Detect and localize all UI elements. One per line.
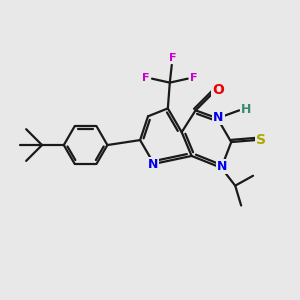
Text: N: N [148, 158, 158, 171]
Text: O: O [212, 82, 224, 97]
Text: S: S [256, 133, 266, 147]
Text: N: N [213, 111, 224, 124]
Text: N: N [217, 160, 227, 173]
Text: H: H [241, 103, 251, 116]
Text: F: F [190, 73, 197, 83]
Text: F: F [169, 53, 176, 63]
Text: F: F [142, 73, 150, 83]
